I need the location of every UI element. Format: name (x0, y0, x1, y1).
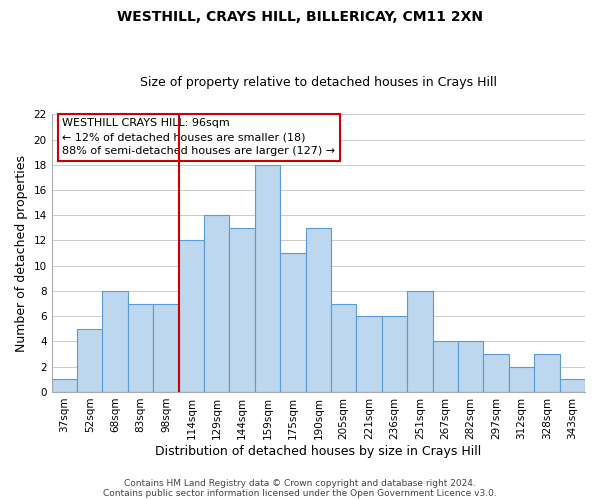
Bar (458, 342, 484, 392)
Y-axis label: Number of detached properties: Number of detached properties (15, 154, 28, 352)
Bar (77, 329, 103, 392)
Bar (204, 216, 229, 392)
Bar (229, 228, 255, 392)
Bar (280, 253, 305, 392)
Bar (103, 291, 128, 392)
Bar (356, 316, 382, 392)
Text: Contains public sector information licensed under the Open Government Licence v3: Contains public sector information licen… (103, 488, 497, 498)
X-axis label: Distribution of detached houses by size in Crays Hill: Distribution of detached houses by size … (155, 444, 481, 458)
Bar (509, 366, 534, 392)
Bar (305, 228, 331, 392)
Bar (534, 354, 560, 392)
Bar (52, 380, 77, 392)
Bar (382, 316, 407, 392)
Bar (179, 240, 204, 392)
Text: WESTHILL, CRAYS HILL, BILLERICAY, CM11 2XN: WESTHILL, CRAYS HILL, BILLERICAY, CM11 2… (117, 10, 483, 24)
Title: Size of property relative to detached houses in Crays Hill: Size of property relative to detached ho… (140, 76, 497, 90)
Text: WESTHILL CRAYS HILL: 96sqm
← 12% of detached houses are smaller (18)
88% of semi: WESTHILL CRAYS HILL: 96sqm ← 12% of deta… (62, 118, 335, 156)
Bar (407, 291, 433, 392)
Bar (153, 304, 179, 392)
Bar (484, 354, 509, 392)
Bar (331, 304, 356, 392)
Bar (560, 380, 585, 392)
Bar (433, 342, 458, 392)
Text: Contains HM Land Registry data © Crown copyright and database right 2024.: Contains HM Land Registry data © Crown c… (124, 478, 476, 488)
Bar (255, 165, 280, 392)
Bar (128, 304, 153, 392)
